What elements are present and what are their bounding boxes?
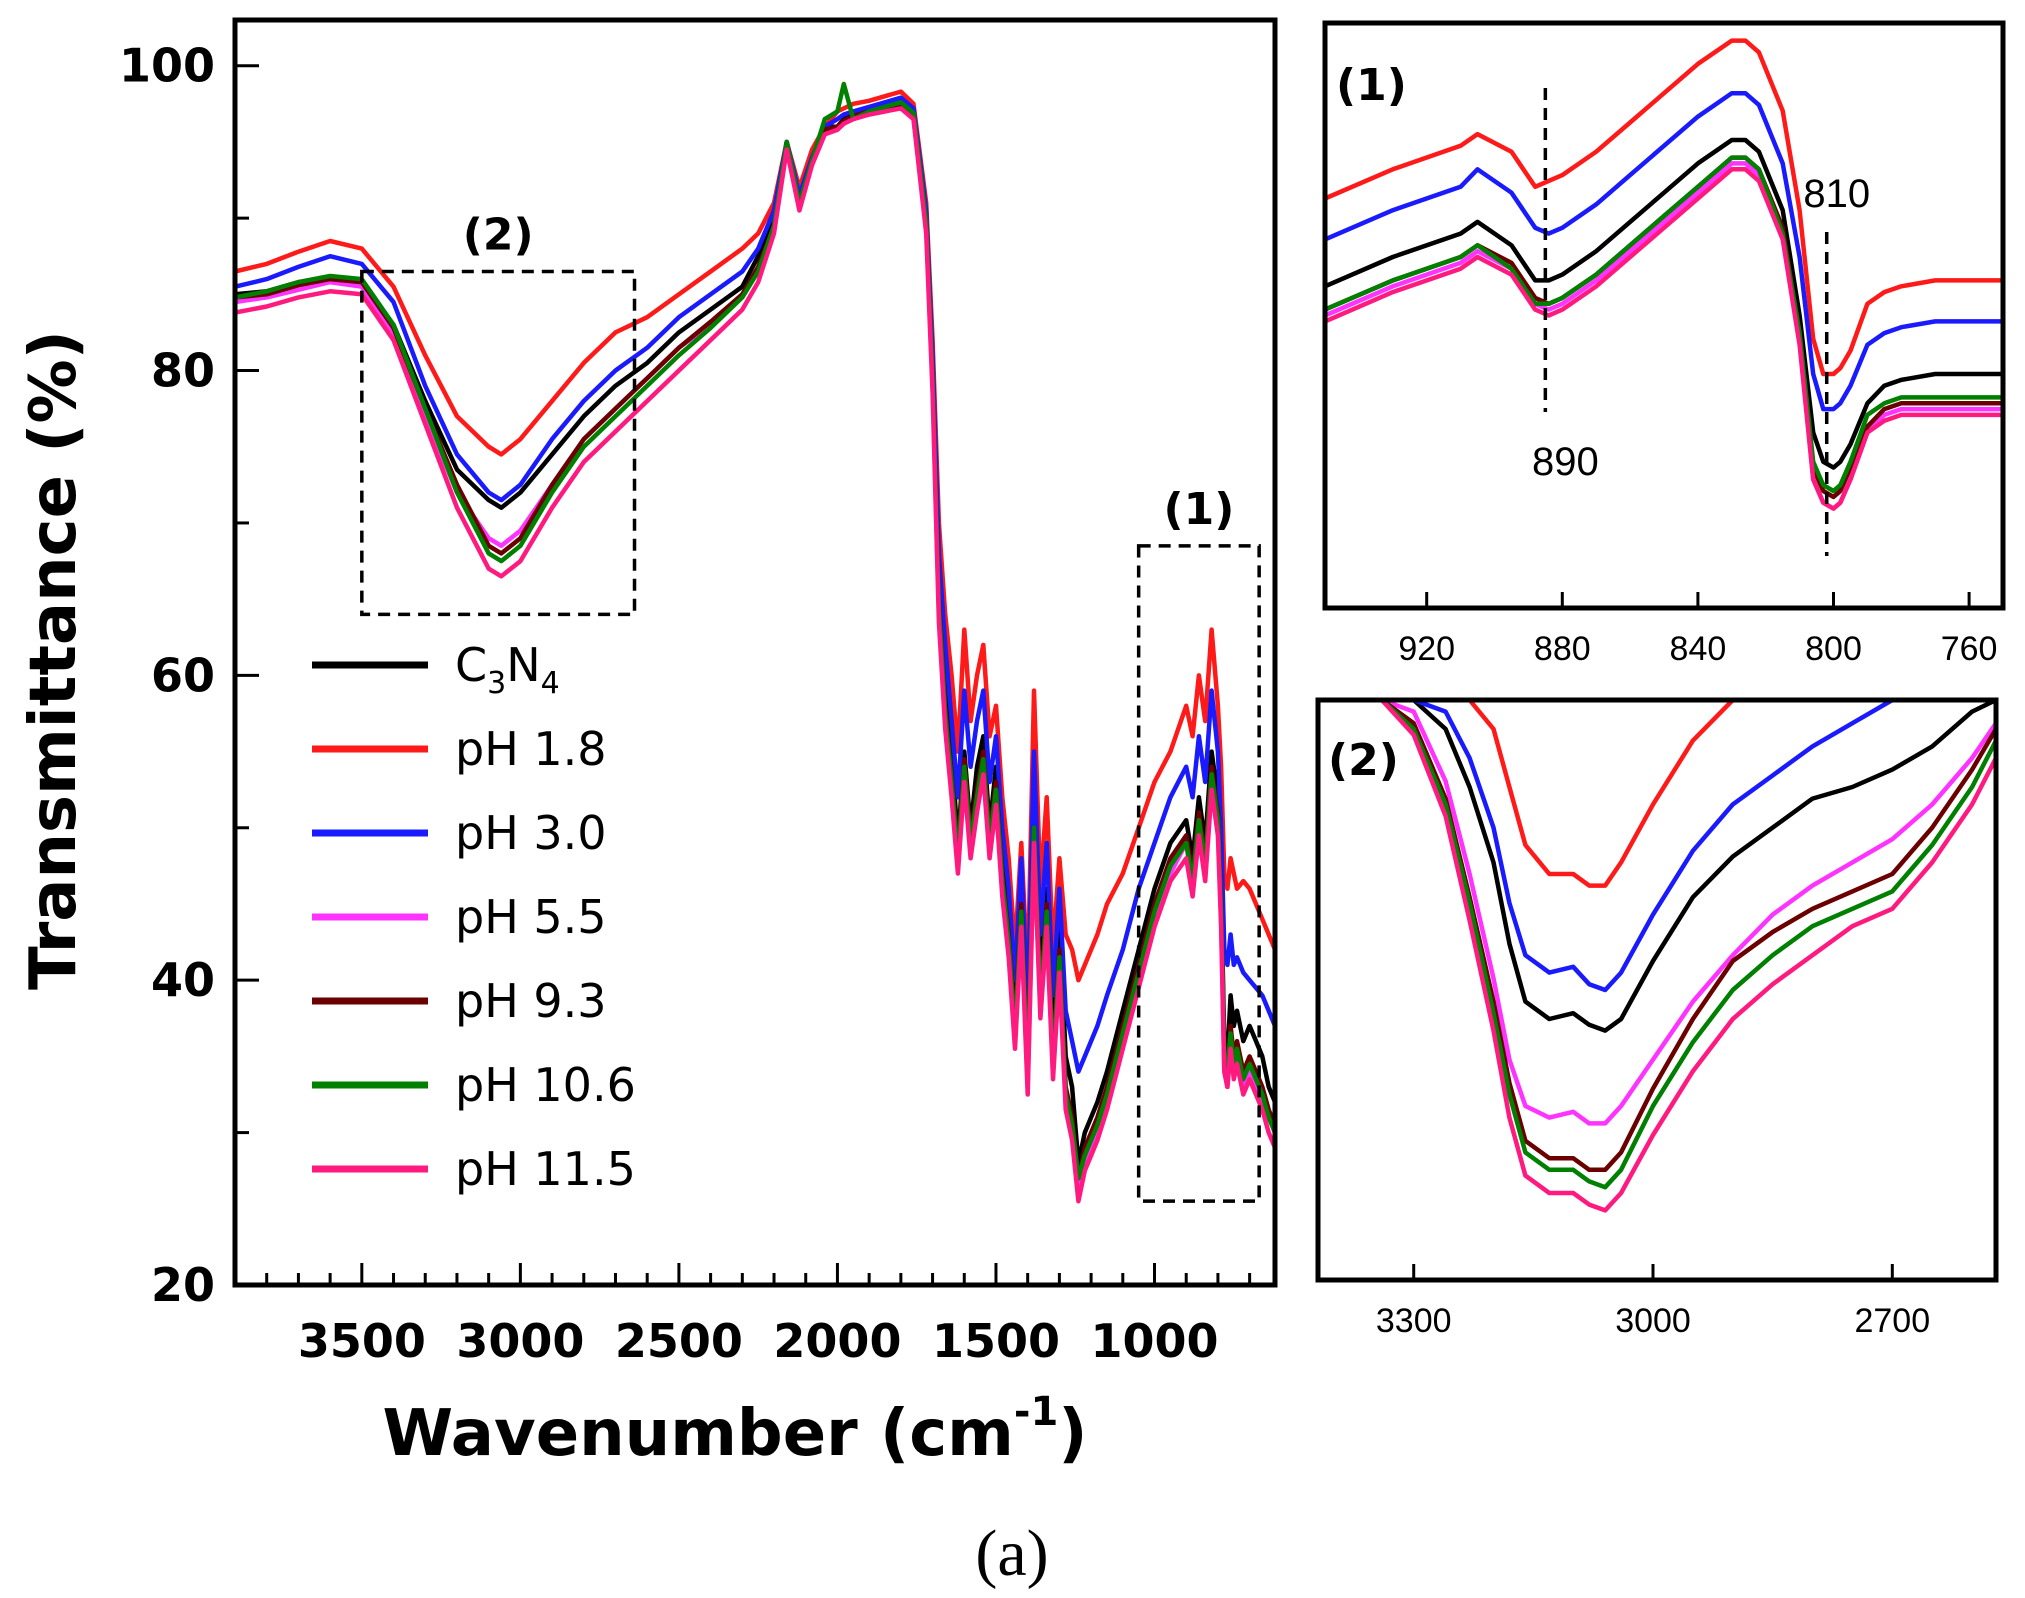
inset-2-series-group bbox=[1318, 700, 1996, 1213]
inset-2-line-ph-5-5 bbox=[1318, 700, 1996, 1126]
inset-2-line-c3n4 bbox=[1318, 700, 1996, 1033]
inset-1-series-lines bbox=[1325, 38, 2003, 511]
main-line-ph-10-6 bbox=[235, 81, 1275, 1181]
inset-1-x-tick-label: 840 bbox=[1670, 630, 1727, 668]
inset-2-x-tick-label: 3000 bbox=[1615, 1302, 1691, 1340]
main-x-tick-label: 1500 bbox=[932, 1314, 1060, 1368]
inset-1-line-ph-1-8 bbox=[1325, 38, 2003, 377]
main-x-tick-label: 3000 bbox=[456, 1314, 584, 1368]
main-legend: C3N4 pH 1.8 pH 3.0 pH 5.5 pH 9.3 pH 10.6 pH 11… bbox=[312, 638, 636, 1196]
main-x-ticks: 3500 3000 2500 2000 1500 1000 bbox=[265, 1263, 1252, 1368]
legend-label-ph-11-5: pH 11.5 bbox=[455, 1142, 636, 1196]
main-y-tick-label: 60 bbox=[151, 648, 215, 702]
main-x-tick-label: 1000 bbox=[1090, 1314, 1218, 1368]
main-y-tick-label: 20 bbox=[151, 1258, 215, 1312]
legend-label-ph-1-8: pH 1.8 bbox=[455, 722, 607, 776]
inset-1-plot: 920 880 840 800 760 890 810 (1) bbox=[1322, 20, 2006, 668]
legend-label-ph-10-6: pH 10.6 bbox=[455, 1058, 636, 1112]
inset-2-x-tick-label: 3300 bbox=[1376, 1302, 1452, 1340]
inset-1-title: (1) bbox=[1336, 60, 1407, 111]
inset-2-line-ph-11-5 bbox=[1318, 700, 1996, 1213]
main-x-tick-label: 3500 bbox=[298, 1314, 426, 1368]
main-series-group bbox=[235, 81, 1275, 1204]
main-x-tick-label: 2500 bbox=[615, 1314, 743, 1368]
region-label: (2) bbox=[463, 209, 534, 260]
main-line-ph-11-5 bbox=[235, 106, 1275, 1204]
inset-1-x-ticks: 920 880 840 800 760 bbox=[1398, 592, 1997, 668]
inset-2-x-tick-label: 2700 bbox=[1854, 1302, 1930, 1340]
main-x-tick-label: 2000 bbox=[773, 1314, 901, 1368]
inset-1-line-ph-10-6 bbox=[1325, 155, 2003, 494]
inset-1-annotation-890: 890 bbox=[1532, 440, 1599, 484]
region-label: (1) bbox=[1163, 484, 1234, 535]
inset-2-line-ph-9-3 bbox=[1318, 700, 1996, 1173]
region-box-1 bbox=[360, 269, 637, 617]
region-box-2 bbox=[1136, 544, 1261, 1203]
inset-1-x-tick-label: 880 bbox=[1534, 630, 1591, 668]
inset-2-series-lines bbox=[1318, 700, 1996, 1213]
inset-1-annotation-810: 810 bbox=[1803, 172, 1870, 216]
inset-2-title: (2) bbox=[1328, 735, 1399, 786]
inset-1-annotations: 890 810 bbox=[1532, 88, 1870, 556]
inset-1-x-tick-label: 760 bbox=[1941, 630, 1998, 668]
main-x-axis-title: Wavenumber (cm-1) bbox=[382, 1389, 1087, 1471]
inset-2-axes-frame bbox=[1315, 697, 1999, 1283]
main-line-ph-3-0 bbox=[235, 95, 1275, 1074]
inset-2-line-ph-10-6 bbox=[1318, 700, 1996, 1190]
legend-label-ph-9-3: pH 9.3 bbox=[455, 974, 607, 1028]
legend-label-c3n4: C3N4 bbox=[455, 638, 560, 701]
legend-label-ph-3-0: pH 3.0 bbox=[455, 806, 607, 860]
inset-1-x-tick-label: 800 bbox=[1805, 630, 1862, 668]
main-y-tick-label: 100 bbox=[119, 39, 215, 93]
inset-1-axes-frame bbox=[1322, 20, 2006, 611]
main-series-lines bbox=[235, 81, 1275, 1204]
main-y-tick-label: 80 bbox=[151, 344, 215, 398]
main-axes-frame bbox=[232, 17, 1278, 1288]
inset-1-line-ph-11-5 bbox=[1325, 167, 2003, 511]
main-region-boxes: (2) (1) bbox=[360, 209, 1261, 1203]
main-plot: 3500 3000 2500 2000 1500 1000 20 40 60 80 100 (2)… bbox=[17, 17, 1278, 1471]
legend-label-ph-5-5: pH 5.5 bbox=[455, 890, 607, 944]
inset-2-line-ph-1-8 bbox=[1318, 700, 1996, 888]
inset-1-line-ph-3-0 bbox=[1325, 90, 2003, 412]
inset-2-plot: 3300 3000 2700 (2) bbox=[1315, 697, 1999, 1340]
main-y-axis-title: Transmittance (%) bbox=[17, 330, 91, 990]
inset-2-line-ph-3-0 bbox=[1318, 700, 1996, 993]
main-y-tick-label: 40 bbox=[151, 953, 215, 1007]
main-y-ticks: 20 40 60 80 100 bbox=[119, 39, 259, 1312]
inset-1-line-c3n4 bbox=[1325, 137, 2003, 470]
inset-1-x-tick-label: 920 bbox=[1398, 630, 1455, 668]
inset-2-x-ticks: 3300 3000 2700 bbox=[1376, 1264, 1930, 1340]
inset-1-series-group bbox=[1325, 38, 2003, 511]
panel-label: (a) bbox=[975, 1517, 1048, 1590]
main-line-ph-1-8 bbox=[235, 89, 1275, 983]
